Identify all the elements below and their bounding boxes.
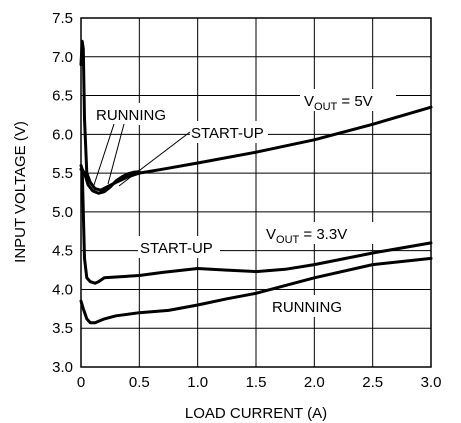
- annotation-vout-3v3: VOUT = 3.3V: [266, 226, 347, 246]
- running-top-leader-2: [107, 123, 125, 185]
- x-tick-labels: 0 0.5 1.0 1.5 2.0 2.5 3.0: [77, 374, 442, 391]
- x-axis-label: LOAD CURRENT (A): [185, 405, 327, 422]
- y-tick-label: 7.0: [52, 49, 73, 66]
- running-top-leader: [93, 123, 115, 186]
- x-tick-label: 2.5: [362, 374, 383, 391]
- grid: [81, 18, 431, 367]
- y-tick-label: 3.5: [52, 320, 73, 337]
- plot-frame: [80, 17, 432, 368]
- y-tick-label: 7.5: [52, 10, 73, 27]
- annotation-running-top: RUNNING: [96, 107, 166, 124]
- y-tick-label: 6.0: [52, 126, 73, 143]
- y-tick-label: 6.5: [52, 88, 73, 105]
- series-line-2: [79, 167, 141, 195]
- y-tick-label: 4.0: [52, 281, 73, 298]
- vout33-bg: [264, 222, 376, 244]
- annotation-running-bottom: RUNNING: [272, 299, 342, 316]
- vout5-bg: [300, 89, 396, 111]
- x-tick-label: 3.0: [421, 374, 442, 391]
- startup-top-bg: [190, 121, 268, 143]
- x-tick-label: 0: [77, 374, 85, 391]
- y-tick-labels: 3.0 3.5 4.0 4.5 5.0 5.5 6.0 6.5 7.0 7.5: [52, 10, 73, 376]
- y-tick-label: 5.5: [52, 165, 73, 182]
- x-tick-label: 2.0: [304, 374, 325, 391]
- x-tick-label: 1.5: [246, 374, 267, 391]
- x-tick-label: 0.5: [129, 374, 150, 391]
- series-line-4: [79, 256, 433, 325]
- y-axis-label: INPUT VOLTAGE (V): [12, 121, 29, 263]
- series-line-3: [79, 163, 433, 285]
- y-tick-label: 5.0: [52, 204, 73, 221]
- annotation-startup-top: START-UP: [191, 125, 264, 142]
- startup-top-leader: [118, 131, 191, 187]
- annotation-startup-bottom: START-UP: [140, 240, 213, 257]
- series-group: [79, 39, 433, 325]
- startup-bottom-bg: [138, 236, 220, 258]
- y-tick-label: 4.5: [52, 243, 73, 260]
- y-tick-label: 3.0: [52, 359, 73, 376]
- running-top-bg: [95, 103, 169, 125]
- running-bottom-bg: [270, 295, 352, 317]
- x-tick-label: 1.0: [187, 374, 208, 391]
- annotation-vout-5v: VOUT = 5V: [304, 93, 373, 113]
